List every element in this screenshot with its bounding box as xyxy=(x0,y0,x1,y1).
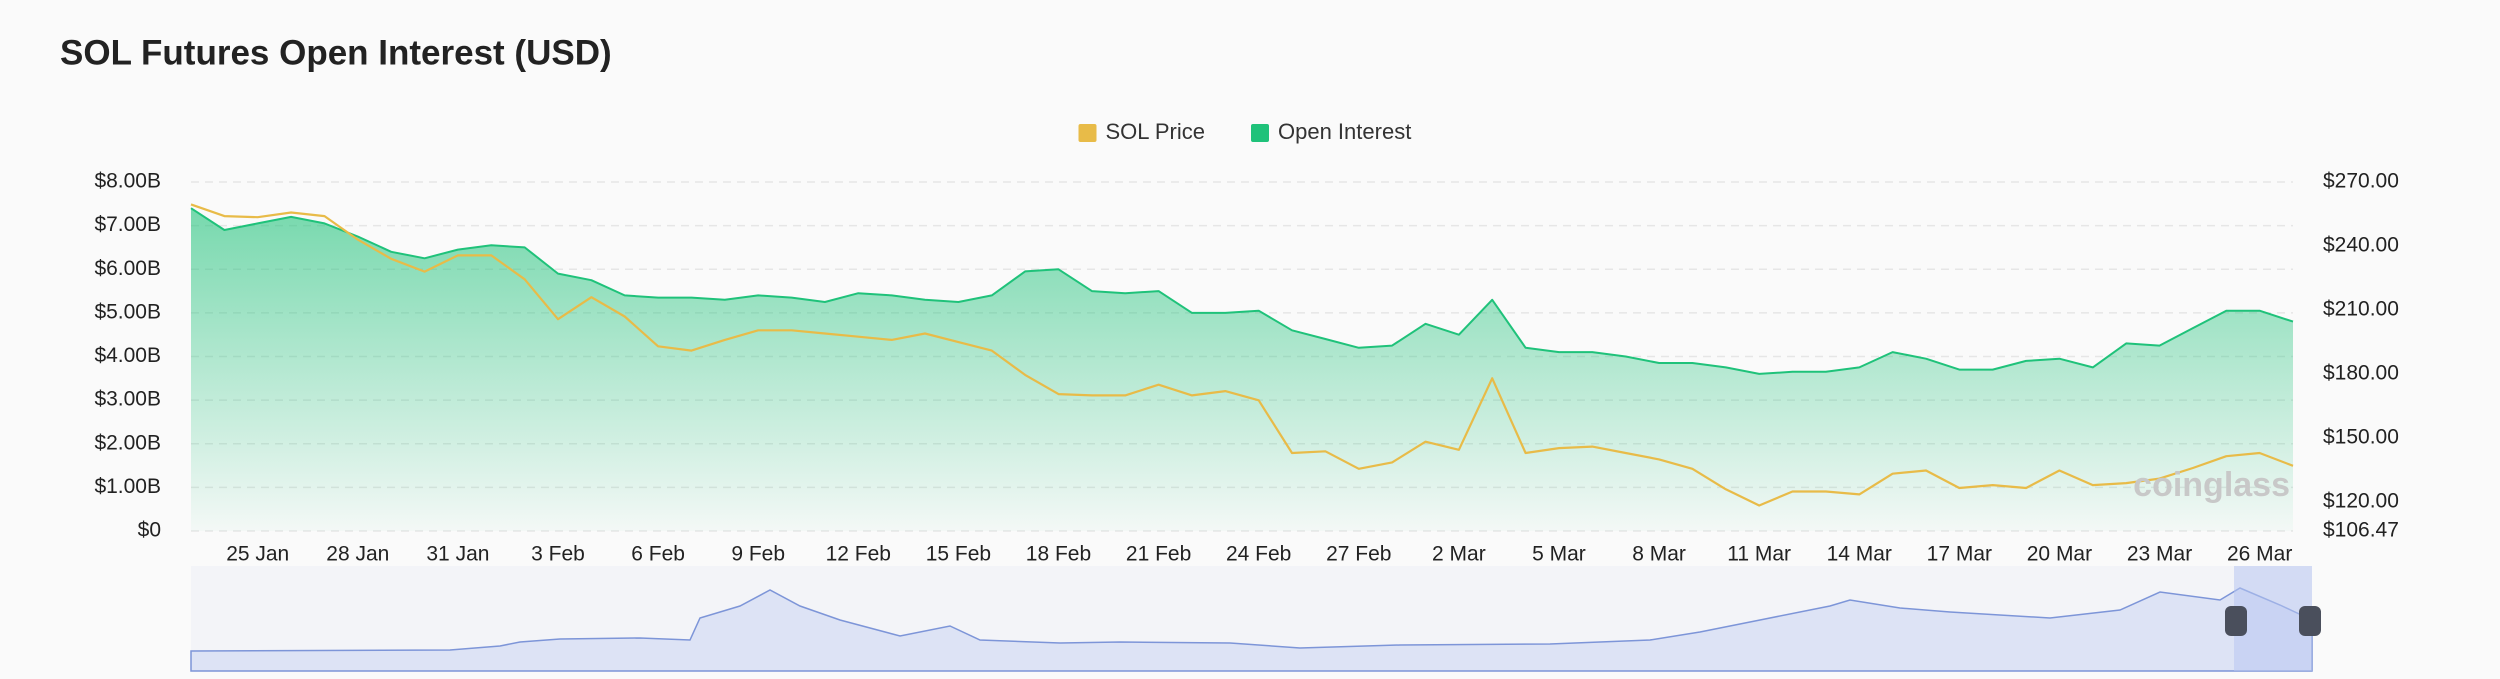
area xyxy=(191,208,2293,531)
x-tick-label: 18 Feb xyxy=(1026,543,1091,566)
y2-tick-label: $240.00 xyxy=(2323,234,2399,257)
legend-label: SOL Price xyxy=(1106,119,1205,144)
y-tick-label: $6.00B xyxy=(94,257,161,280)
x-tick-label: 3 Feb xyxy=(531,543,585,566)
x-tick-label: 25 Jan xyxy=(226,543,289,566)
y2-tick-label: $120.00 xyxy=(2323,490,2399,513)
x-tick-label: 23 Mar xyxy=(2127,543,2192,566)
y2-tick-label: $106.47 xyxy=(2323,519,2399,542)
x-tick-label: 26 Mar xyxy=(2227,543,2292,566)
x-tick-label: 2 Mar xyxy=(1432,543,1486,566)
y-tick-label: $0 xyxy=(138,519,161,542)
line xyxy=(190,203,2294,507)
x-tick-label: 20 Mar xyxy=(2027,543,2092,566)
watermark: coinglass xyxy=(2133,466,2290,504)
y2-tick-label: $270.00 xyxy=(2323,170,2399,193)
y2-tick-label: $210.00 xyxy=(2323,298,2399,321)
plot xyxy=(190,203,2294,531)
x-tick-label: 8 Mar xyxy=(1632,543,1686,566)
y-tick-label: $7.00B xyxy=(94,213,161,236)
y-tick-label: $5.00B xyxy=(94,300,161,323)
chart-title: SOL Futures Open Interest (USD) xyxy=(60,33,612,72)
x-tick-label: 27 Feb xyxy=(1326,543,1391,566)
y2-tick-label: $150.00 xyxy=(2323,426,2399,449)
legend-label: Open Interest xyxy=(1278,119,1411,144)
x-tick-label: 14 Mar xyxy=(1827,543,1892,566)
navigator-series xyxy=(190,587,2313,672)
y-tick-label: $4.00B xyxy=(94,344,161,367)
y-tick-label: $8.00B xyxy=(94,170,161,193)
x-tick-label: 21 Feb xyxy=(1126,543,1191,566)
x-tick-label: 31 Jan xyxy=(426,543,489,566)
x-tick-label: 28 Jan xyxy=(326,543,389,566)
navigator-handle-right[interactable] xyxy=(2299,606,2321,636)
x-tick-label: 11 Mar xyxy=(1727,543,1791,566)
x-tick-label: 6 Feb xyxy=(631,543,685,566)
x-tick-label: 15 Feb xyxy=(926,543,991,566)
y-tick-label: $2.00B xyxy=(94,431,161,454)
x-tick-label: 24 Feb xyxy=(1226,543,1291,566)
x-tick-label: 17 Mar xyxy=(1927,543,1992,566)
legend-swatch xyxy=(1251,124,1269,142)
navigator xyxy=(190,566,2321,672)
x-tick-label: 12 Feb xyxy=(826,543,891,566)
navigator-handle-left[interactable] xyxy=(2225,606,2247,636)
x-tick-label: 9 Feb xyxy=(731,543,785,566)
line xyxy=(190,207,2294,375)
y-tick-label: $3.00B xyxy=(94,388,161,411)
legend: SOL Price Open Interest xyxy=(1078,119,1411,144)
legend-swatch xyxy=(1078,124,1097,142)
y2-tick-label: $180.00 xyxy=(2323,362,2399,385)
x-tick-label: 5 Mar xyxy=(1532,543,1586,566)
y-tick-label: $1.00B xyxy=(94,475,161,498)
